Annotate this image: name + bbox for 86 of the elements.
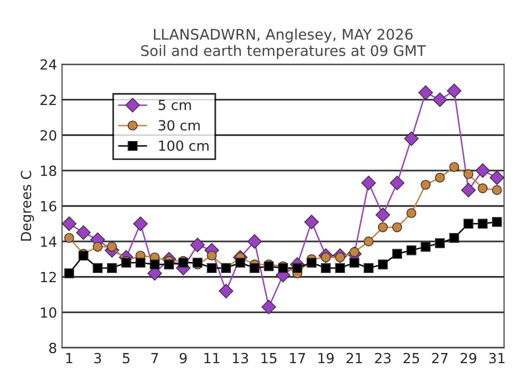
point bbox=[492, 185, 502, 195]
point bbox=[364, 263, 374, 273]
point bbox=[463, 218, 474, 229]
point bbox=[64, 232, 74, 243]
point bbox=[390, 176, 404, 190]
point bbox=[76, 225, 91, 240]
y-tick-label: 24 bbox=[40, 59, 56, 70]
point bbox=[434, 238, 445, 248]
x-tick-label: 3 bbox=[94, 352, 101, 364]
point bbox=[335, 263, 346, 273]
point bbox=[107, 242, 117, 252]
point bbox=[364, 236, 374, 246]
point bbox=[478, 218, 488, 229]
point bbox=[434, 172, 445, 183]
point bbox=[250, 263, 260, 273]
y-tick-label: 14 bbox=[41, 236, 56, 247]
x-tick-label: 31 bbox=[489, 352, 504, 364]
point bbox=[420, 242, 431, 252]
point bbox=[304, 214, 319, 230]
x-tick-label: 19 bbox=[318, 352, 334, 364]
x-tick-label: 13 bbox=[232, 352, 248, 364]
point bbox=[64, 268, 74, 278]
point bbox=[406, 245, 416, 256]
point bbox=[492, 217, 502, 227]
legend-label: 30 cm bbox=[158, 120, 200, 131]
point bbox=[378, 260, 388, 270]
point bbox=[432, 92, 448, 107]
point bbox=[206, 263, 217, 273]
point bbox=[446, 84, 462, 98]
point bbox=[392, 222, 402, 232]
legend-label: 100 cm bbox=[159, 140, 209, 151]
point bbox=[107, 263, 117, 273]
x-tick-label: 15 bbox=[261, 353, 276, 364]
y-tick-label: 22 bbox=[40, 94, 56, 105]
point bbox=[164, 260, 174, 270]
x-tick-label: 29 bbox=[460, 352, 476, 364]
x-tick-label: 5 bbox=[122, 353, 130, 364]
point bbox=[136, 258, 146, 268]
point bbox=[392, 248, 402, 259]
legend-label: 5 cm bbox=[158, 100, 191, 110]
x-tick-label: 7 bbox=[151, 353, 158, 364]
y-tick-label: 12 bbox=[41, 272, 56, 282]
point bbox=[247, 234, 262, 249]
point bbox=[292, 263, 302, 273]
y-tick-label: 10 bbox=[41, 307, 56, 318]
point bbox=[404, 131, 419, 146]
x-tick-label: 11 bbox=[204, 353, 220, 364]
point bbox=[92, 242, 103, 252]
point bbox=[478, 183, 488, 194]
x-tick-label: 9 bbox=[180, 352, 187, 364]
point bbox=[262, 300, 276, 314]
point bbox=[361, 176, 376, 190]
point bbox=[461, 182, 476, 198]
y-tick-label: 16 bbox=[41, 200, 56, 212]
point bbox=[420, 180, 431, 190]
point bbox=[463, 169, 474, 180]
point bbox=[92, 263, 103, 273]
x-tick-label: 27 bbox=[432, 352, 448, 364]
point bbox=[349, 258, 360, 268]
point bbox=[418, 85, 433, 100]
point bbox=[133, 216, 148, 232]
point bbox=[475, 163, 490, 178]
point bbox=[449, 232, 460, 243]
point bbox=[490, 170, 504, 185]
y-tick-label: 8 bbox=[49, 342, 56, 354]
point bbox=[206, 250, 217, 261]
point bbox=[306, 258, 317, 268]
point bbox=[449, 162, 460, 172]
y-axis-title: Degrees C bbox=[20, 170, 34, 241]
chart-title: LLANSADWRN, Anglesey, MAY 2026 Soil and earth temperatures at 09 GMT bbox=[141, 28, 426, 59]
point bbox=[190, 238, 205, 252]
point bbox=[320, 263, 331, 273]
point bbox=[406, 208, 416, 218]
x-tick-label: 23 bbox=[375, 352, 391, 364]
point bbox=[62, 216, 76, 232]
point bbox=[218, 284, 234, 298]
y-tick-label: 20 bbox=[40, 130, 56, 141]
point bbox=[235, 258, 246, 268]
x-tick-label: 1 bbox=[66, 353, 72, 364]
x-tick-label: 25 bbox=[404, 352, 420, 364]
x-tick-label: 21 bbox=[346, 352, 362, 364]
point bbox=[150, 260, 160, 270]
y-tick-label: 18 bbox=[41, 166, 56, 176]
x-tick-label: 17 bbox=[290, 353, 305, 364]
point bbox=[376, 208, 390, 222]
point bbox=[378, 222, 388, 232]
